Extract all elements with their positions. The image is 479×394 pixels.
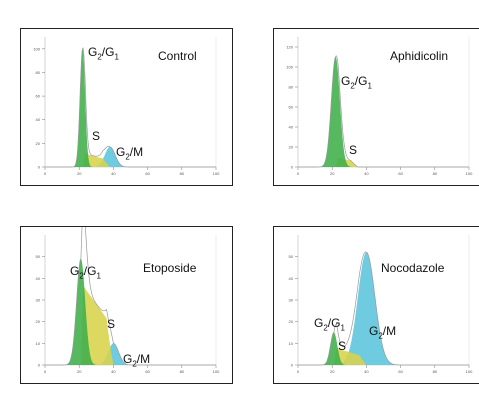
x-tick-label: 80 <box>180 369 185 374</box>
peak-label-g2-m: G2/M <box>116 145 144 162</box>
g1-peak-area <box>65 258 98 365</box>
peak-label-g2-g1: G2/G1 <box>314 316 345 333</box>
y-tick-label: 0 <box>291 363 294 368</box>
y-tick-label: 120 <box>286 45 293 50</box>
y-tick-label: 60 <box>36 94 41 99</box>
histogram-plot: 0 20 40 60 80 100 0 20 40 60 80 100 <box>33 37 220 176</box>
x-tick-label: 60 <box>398 369 403 374</box>
x-tick-label: 0 <box>44 369 47 374</box>
histogram-panel-aphidicolin: 0 20 40 60 80 100 120 0 20 40 60 80 100 Aphidicolin … <box>273 28 479 186</box>
treatment-label: Etoposide <box>143 261 197 275</box>
histogram-panel-etoposide: 0 10 20 30 40 50 0 20 40 60 80 100 Etoposide G2/G1 … <box>20 226 233 384</box>
x-tick-label: 80 <box>180 171 185 176</box>
g1-peak-area <box>72 48 93 167</box>
peak-label-g2-g1: G2/G1 <box>341 74 372 91</box>
total-fit-outline <box>298 55 469 168</box>
peak-label-g2-m: G2/M <box>123 352 151 369</box>
x-tick-label: 20 <box>77 171 82 176</box>
treatment-label: Aphidicolin <box>390 49 449 63</box>
x-tick-label: 60 <box>398 171 403 176</box>
histogram-plot: 0 20 40 60 80 100 120 0 20 40 60 80 100 <box>286 37 473 176</box>
x-tick-label: 80 <box>433 171 438 176</box>
s-phase-area <box>334 348 367 365</box>
y-tick-label: 10 <box>289 341 294 346</box>
peak-label-s: S <box>92 129 101 143</box>
peak-label-s: S <box>338 339 347 353</box>
peak-label-g2-g1: G2/G1 <box>70 264 101 281</box>
s-phase-area <box>83 153 110 167</box>
y-tick-label: 60 <box>289 105 294 110</box>
x-tick-label: 0 <box>297 171 300 176</box>
peak-label-g2-m: G2/M <box>369 324 397 341</box>
treatment-label: Nocodazole <box>381 261 445 275</box>
peak-label-s: S <box>349 143 358 157</box>
g1-peak-area <box>318 57 353 167</box>
x-tick-label: 40 <box>364 171 369 176</box>
x-tick-label: 100 <box>213 171 220 176</box>
y-tick-label: 100 <box>286 65 293 70</box>
y-tick-label: 20 <box>289 319 294 324</box>
s-phase-area <box>81 286 114 365</box>
x-tick-label: 100 <box>466 369 473 374</box>
y-tick-label: 80 <box>36 70 41 75</box>
x-tick-label: 60 <box>145 369 150 374</box>
y-tick-label: 10 <box>36 341 41 346</box>
x-tick-label: 40 <box>111 171 116 176</box>
x-tick-label: 80 <box>433 369 438 374</box>
histogram-plot: 0 10 20 30 40 50 0 20 40 60 80 100 <box>289 235 473 374</box>
histogram-plot: 0 10 20 30 40 50 0 20 40 60 80 100 <box>36 227 220 374</box>
y-tick-label: 40 <box>289 276 294 281</box>
x-tick-label: 40 <box>364 369 369 374</box>
x-tick-label: 20 <box>77 369 82 374</box>
x-tick-label: 20 <box>330 171 335 176</box>
g2m-peak-area <box>334 252 399 365</box>
y-tick-label: 40 <box>289 125 294 130</box>
total-fit-outline <box>298 251 469 366</box>
y-tick-label: 20 <box>289 145 294 150</box>
x-tick-label: 100 <box>466 171 473 176</box>
treatment-label: Control <box>158 49 197 63</box>
peak-label-s: S <box>107 317 116 331</box>
y-tick-label: 0 <box>38 363 41 368</box>
x-tick-label: 100 <box>213 369 220 374</box>
y-tick-label: 40 <box>36 117 41 122</box>
peak-label-g2-g1: G2/G1 <box>88 45 119 62</box>
histogram-panel-control: 0 20 40 60 80 100 0 20 40 60 80 100 Control G2/G1 S… <box>20 28 233 186</box>
x-tick-label: 0 <box>44 171 47 176</box>
x-tick-label: 40 <box>111 369 116 374</box>
x-tick-label: 20 <box>330 369 335 374</box>
y-tick-label: 30 <box>289 298 294 303</box>
y-tick-label: 50 <box>36 254 41 259</box>
total-fit-outline <box>45 47 216 168</box>
x-tick-label: 60 <box>145 171 150 176</box>
y-tick-label: 50 <box>289 254 294 259</box>
y-tick-label: 40 <box>36 276 41 281</box>
histogram-panel-nocodazole: 0 10 20 30 40 50 0 20 40 60 80 100 Nocodazole G2/G1… <box>273 226 479 384</box>
y-tick-label: 100 <box>33 46 40 51</box>
y-tick-label: 0 <box>291 165 294 170</box>
y-tick-label: 0 <box>38 165 41 170</box>
y-tick-label: 20 <box>36 319 41 324</box>
y-tick-label: 80 <box>289 85 294 90</box>
x-tick-label: 0 <box>297 369 300 374</box>
y-tick-label: 30 <box>36 298 41 303</box>
total-fit-outline <box>45 227 216 366</box>
y-tick-label: 20 <box>36 141 41 146</box>
